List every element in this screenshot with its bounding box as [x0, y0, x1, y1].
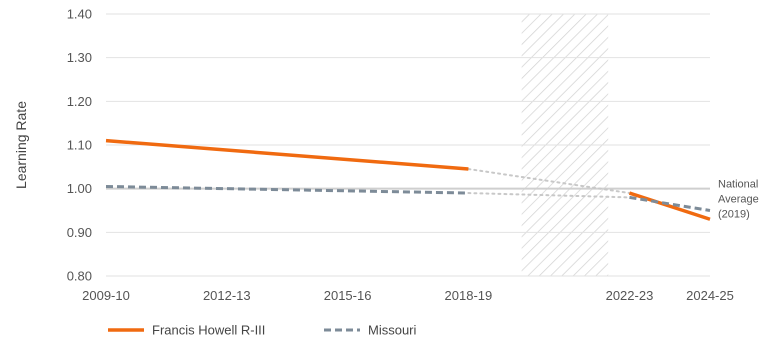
bridge-series-1 [467, 192, 631, 199]
y-tick-label-0: 0.80 [67, 269, 92, 284]
y-tick-label-1: 0.90 [67, 225, 92, 240]
legend: Francis Howell R-III Missouri [108, 323, 417, 338]
y-tick-label-3: 1.10 [67, 138, 92, 153]
x-tick-label-4: 2022-23 [606, 288, 654, 303]
x-tick-labels: 2009-10 2012-13 2015-16 2018-19 2022-23 2024-… [82, 288, 734, 303]
legend-label-1: Missouri [368, 323, 417, 338]
y-tick-labels: 0.80 0.90 1.00 1.10 1.20 1.30 1.40 [67, 7, 92, 284]
y-tick-label-5: 1.30 [67, 50, 92, 65]
reference-line-label: National Average (2019) [718, 179, 759, 221]
bridge-lines [467, 168, 631, 199]
series-1-segment-1 [629, 195, 711, 212]
series-0-segment-1 [628, 191, 711, 221]
legend-label-0: Francis Howell R-III [152, 323, 265, 338]
y-tick-label-6: 1.40 [67, 7, 92, 22]
gridlines [106, 13, 710, 277]
x-tick-label-1: 2012-13 [203, 288, 251, 303]
reference-label-line-2: (2019) [718, 209, 750, 221]
y-axis-label: Learning Rate [13, 101, 29, 189]
reference-label-line-0: National [718, 179, 758, 191]
reference-label-line-1: Average [718, 194, 759, 206]
x-tick-label-2: 2015-16 [324, 288, 372, 303]
series-0-segment-0 [105, 138, 469, 171]
series-lines [105, 138, 711, 221]
x-tick-label-3: 2018-19 [445, 288, 493, 303]
x-tick-label-5: 2024-25 [686, 288, 734, 303]
series-1-segment-0 [105, 184, 469, 195]
x-tick-label-0: 2009-10 [82, 288, 130, 303]
y-tick-label-2: 1.00 [67, 181, 92, 196]
y-tick-label-4: 1.20 [67, 94, 92, 109]
